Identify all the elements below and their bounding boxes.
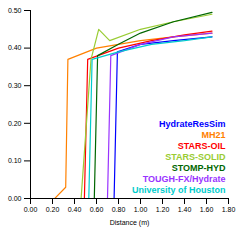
svg-text:0.20: 0.20	[46, 206, 60, 213]
svg-text:HydrateResSim: HydrateResSim	[159, 119, 226, 129]
svg-text:1.60: 1.60	[200, 206, 214, 213]
svg-text:0.30: 0.30	[8, 82, 22, 89]
svg-text:0.40: 0.40	[8, 44, 22, 51]
svg-text:MH21: MH21	[201, 130, 225, 140]
svg-text:0.50: 0.50	[8, 7, 22, 14]
svg-text:1.40: 1.40	[178, 206, 192, 213]
svg-text:STARS-OIL: STARS-OIL	[178, 141, 226, 151]
svg-text:0.00: 0.00	[24, 206, 38, 213]
svg-text:STARS-SOLID: STARS-SOLID	[165, 152, 226, 162]
svg-text:University of Houston: University of Houston	[132, 185, 226, 195]
svg-text:TOUGH-FX/Hydrate: TOUGH-FX/Hydrate	[143, 174, 226, 184]
svg-text:0.60: 0.60	[90, 206, 104, 213]
svg-text:0.00: 0.00	[8, 195, 22, 202]
svg-text:0.80: 0.80	[112, 206, 126, 213]
svg-text:1.00: 1.00	[134, 206, 148, 213]
svg-text:0.10: 0.10	[8, 157, 22, 164]
svg-text:0.40: 0.40	[68, 206, 82, 213]
svg-text:Distance (m): Distance (m)	[110, 219, 150, 227]
svg-text:STOMP-HYD: STOMP-HYD	[172, 163, 226, 173]
svg-text:1.80: 1.80	[222, 206, 236, 213]
svg-text:0.20: 0.20	[8, 120, 22, 127]
svg-text:1.20: 1.20	[156, 206, 170, 213]
